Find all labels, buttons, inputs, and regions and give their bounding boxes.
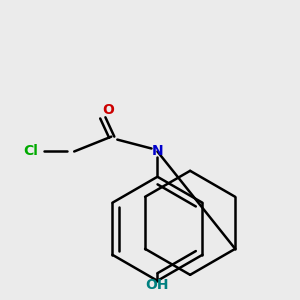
Text: O: O [103, 103, 114, 117]
Text: OH: OH [146, 278, 169, 292]
Text: N: N [152, 145, 163, 158]
Text: Cl: Cl [24, 145, 38, 158]
